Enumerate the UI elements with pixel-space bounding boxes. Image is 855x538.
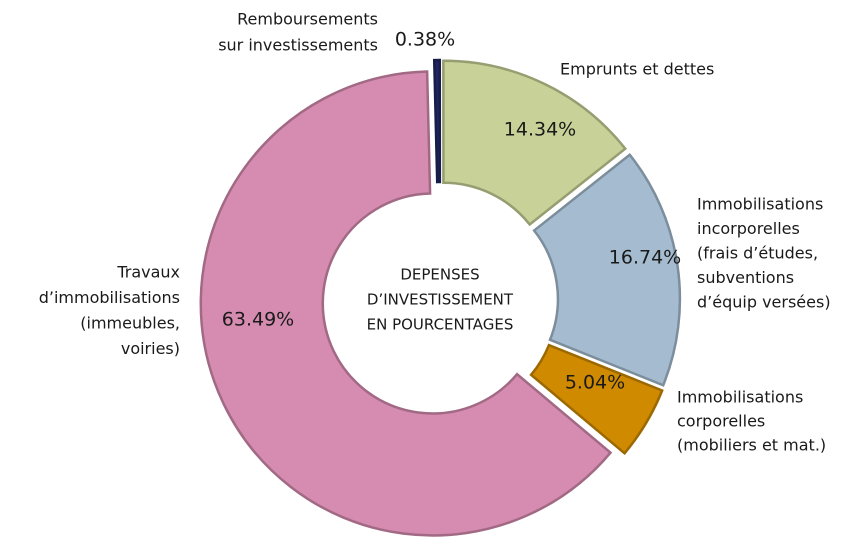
center-label: DEPENSES — [400, 266, 479, 284]
category-label: (immeubles, — [80, 314, 180, 333]
category-label: voiries) — [121, 339, 180, 358]
category-label: Emprunts et dettes — [560, 60, 714, 79]
donut-segment — [442, 59, 628, 227]
category-label: sur investissements — [218, 36, 378, 55]
category-label: subventions — [697, 268, 794, 287]
category-label: Remboursements — [237, 10, 378, 29]
donut-segment — [432, 58, 442, 184]
value-label: 16.74% — [609, 247, 681, 269]
value-label: 5.04% — [565, 372, 625, 394]
category-label: Travaux — [116, 263, 180, 282]
center-label: EN POURCENTAGES — [367, 316, 514, 334]
category-label: Immobilisations — [697, 195, 823, 214]
center-label: D’INVESTISSEMENT — [367, 291, 514, 309]
category-label: corporelles — [677, 412, 765, 431]
category-label: d’équip versées) — [697, 293, 831, 312]
category-label: (frais d’études, — [697, 244, 818, 263]
category-label: Immobilisations — [677, 388, 803, 407]
donut-segment — [199, 70, 613, 537]
value-label: 0.38% — [395, 29, 455, 51]
donut-segment — [532, 152, 682, 387]
value-label: 63.49% — [222, 309, 294, 331]
value-label: 14.34% — [504, 119, 576, 141]
category-label: (mobiliers et mat.) — [677, 436, 826, 455]
category-label: d’immobilisations — [39, 288, 180, 307]
donut-segment — [529, 343, 664, 456]
category-label: incorporelles — [697, 219, 800, 238]
